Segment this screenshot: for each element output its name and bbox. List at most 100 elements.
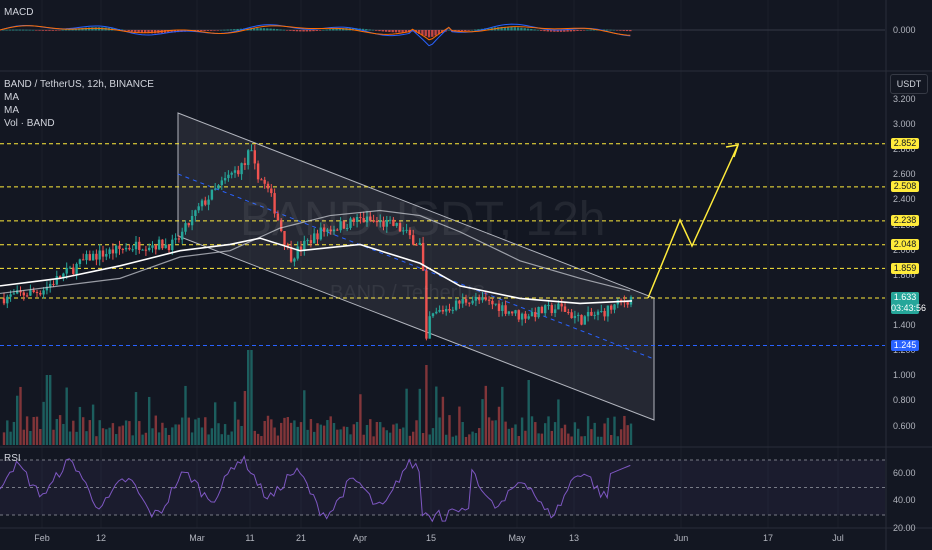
candle-body[interactable]: [511, 311, 514, 314]
candle-body[interactable]: [613, 304, 616, 310]
candle-body[interactable]: [398, 223, 402, 232]
candle-body[interactable]: [299, 246, 303, 251]
candle-body[interactable]: [375, 220, 379, 223]
candle-body[interactable]: [491, 300, 494, 305]
candle-body[interactable]: [441, 309, 445, 312]
candle-body[interactable]: [481, 297, 484, 301]
candle-body[interactable]: [6, 296, 9, 304]
candle-body[interactable]: [402, 230, 405, 232]
candle-body[interactable]: [431, 313, 435, 317]
candle-body[interactable]: [217, 185, 220, 189]
rsi-label[interactable]: RSI: [4, 453, 21, 464]
candle-body[interactable]: [454, 300, 458, 310]
candle-body[interactable]: [332, 229, 336, 232]
candle-body[interactable]: [289, 247, 293, 262]
candle-body[interactable]: [514, 310, 517, 314]
candle-body[interactable]: [596, 311, 600, 315]
candle-body[interactable]: [121, 248, 124, 250]
candle-body[interactable]: [184, 223, 187, 232]
candle-body[interactable]: [25, 295, 29, 297]
candle-body[interactable]: [606, 305, 610, 317]
projection-line[interactable]: [647, 144, 739, 299]
candle-body[interactable]: [72, 267, 75, 274]
candle-body[interactable]: [418, 242, 421, 245]
candle-body[interactable]: [293, 258, 296, 262]
candle-body[interactable]: [256, 163, 260, 180]
candle-body[interactable]: [82, 259, 85, 261]
candle-body[interactable]: [448, 309, 451, 311]
candle-body[interactable]: [322, 227, 326, 232]
candle-body[interactable]: [474, 297, 478, 301]
candle-body[interactable]: [52, 283, 55, 285]
candle-body[interactable]: [534, 312, 537, 318]
candle-body[interactable]: [626, 302, 629, 305]
candle-body[interactable]: [49, 283, 52, 287]
candle-body[interactable]: [524, 313, 527, 319]
candle-body[interactable]: [603, 310, 606, 317]
candle-body[interactable]: [339, 221, 342, 231]
candle-body[interactable]: [35, 291, 39, 293]
candle-body[interactable]: [573, 315, 577, 319]
candle-body[interactable]: [468, 302, 471, 304]
candle-body[interactable]: [610, 305, 613, 310]
candle-body[interactable]: [16, 290, 19, 294]
candle-body[interactable]: [29, 290, 32, 296]
candle-body[interactable]: [98, 250, 101, 260]
candle-body[interactable]: [451, 309, 454, 311]
candle-body[interactable]: [296, 246, 299, 259]
candle-body[interactable]: [197, 206, 200, 211]
candle-body[interactable]: [550, 305, 553, 314]
macd-label[interactable]: MACD: [4, 7, 34, 18]
candle-body[interactable]: [131, 249, 134, 251]
candle-body[interactable]: [233, 170, 237, 173]
candle-body[interactable]: [501, 305, 504, 312]
candle-body[interactable]: [379, 220, 382, 223]
candle-body[interactable]: [560, 303, 563, 307]
candle-body[interactable]: [487, 299, 491, 301]
candle-body[interactable]: [177, 238, 181, 240]
candle-body[interactable]: [382, 220, 385, 227]
candle-body[interactable]: [593, 314, 596, 316]
candle-body[interactable]: [95, 253, 98, 260]
candle-body[interactable]: [250, 150, 253, 152]
candle-body[interactable]: [504, 305, 507, 314]
candle-body[interactable]: [458, 300, 461, 304]
candle-body[interactable]: [75, 263, 78, 274]
candle-body[interactable]: [580, 314, 583, 325]
candle-body[interactable]: [200, 200, 204, 207]
candle-body[interactable]: [303, 240, 306, 251]
candle-body[interactable]: [438, 309, 441, 312]
candle-body[interactable]: [207, 199, 210, 205]
candle-body[interactable]: [336, 229, 339, 231]
candle-body[interactable]: [58, 276, 62, 279]
candle-body[interactable]: [280, 220, 283, 232]
candle-body[interactable]: [520, 313, 524, 320]
ma2-label[interactable]: MA: [4, 105, 19, 116]
candle-body[interactable]: [260, 179, 263, 181]
candle-body[interactable]: [369, 216, 372, 221]
candle-body[interactable]: [365, 216, 369, 223]
candle-body[interactable]: [306, 240, 309, 242]
candle-body[interactable]: [115, 245, 118, 254]
candle-body[interactable]: [316, 233, 319, 240]
candle-body[interactable]: [355, 217, 359, 222]
candle-body[interactable]: [461, 299, 464, 304]
candle-body[interactable]: [313, 233, 316, 244]
volume-label[interactable]: Vol · BAND: [4, 118, 55, 129]
descending-channel[interactable]: [177, 112, 655, 421]
candle-body[interactable]: [530, 312, 534, 317]
candle-body[interactable]: [62, 273, 65, 279]
candle-body[interactable]: [237, 170, 240, 175]
candle-body[interactable]: [412, 235, 415, 245]
candle-body[interactable]: [134, 241, 138, 250]
candle-body[interactable]: [415, 244, 418, 246]
candle-body[interactable]: [577, 314, 580, 316]
candle-body[interactable]: [557, 303, 560, 310]
candle-body[interactable]: [395, 223, 398, 226]
candle-body[interactable]: [210, 189, 214, 200]
candle-body[interactable]: [151, 245, 154, 248]
candle-body[interactable]: [537, 306, 540, 318]
candle-body[interactable]: [148, 247, 151, 250]
candle-body[interactable]: [497, 303, 501, 312]
candle-body[interactable]: [276, 213, 280, 221]
